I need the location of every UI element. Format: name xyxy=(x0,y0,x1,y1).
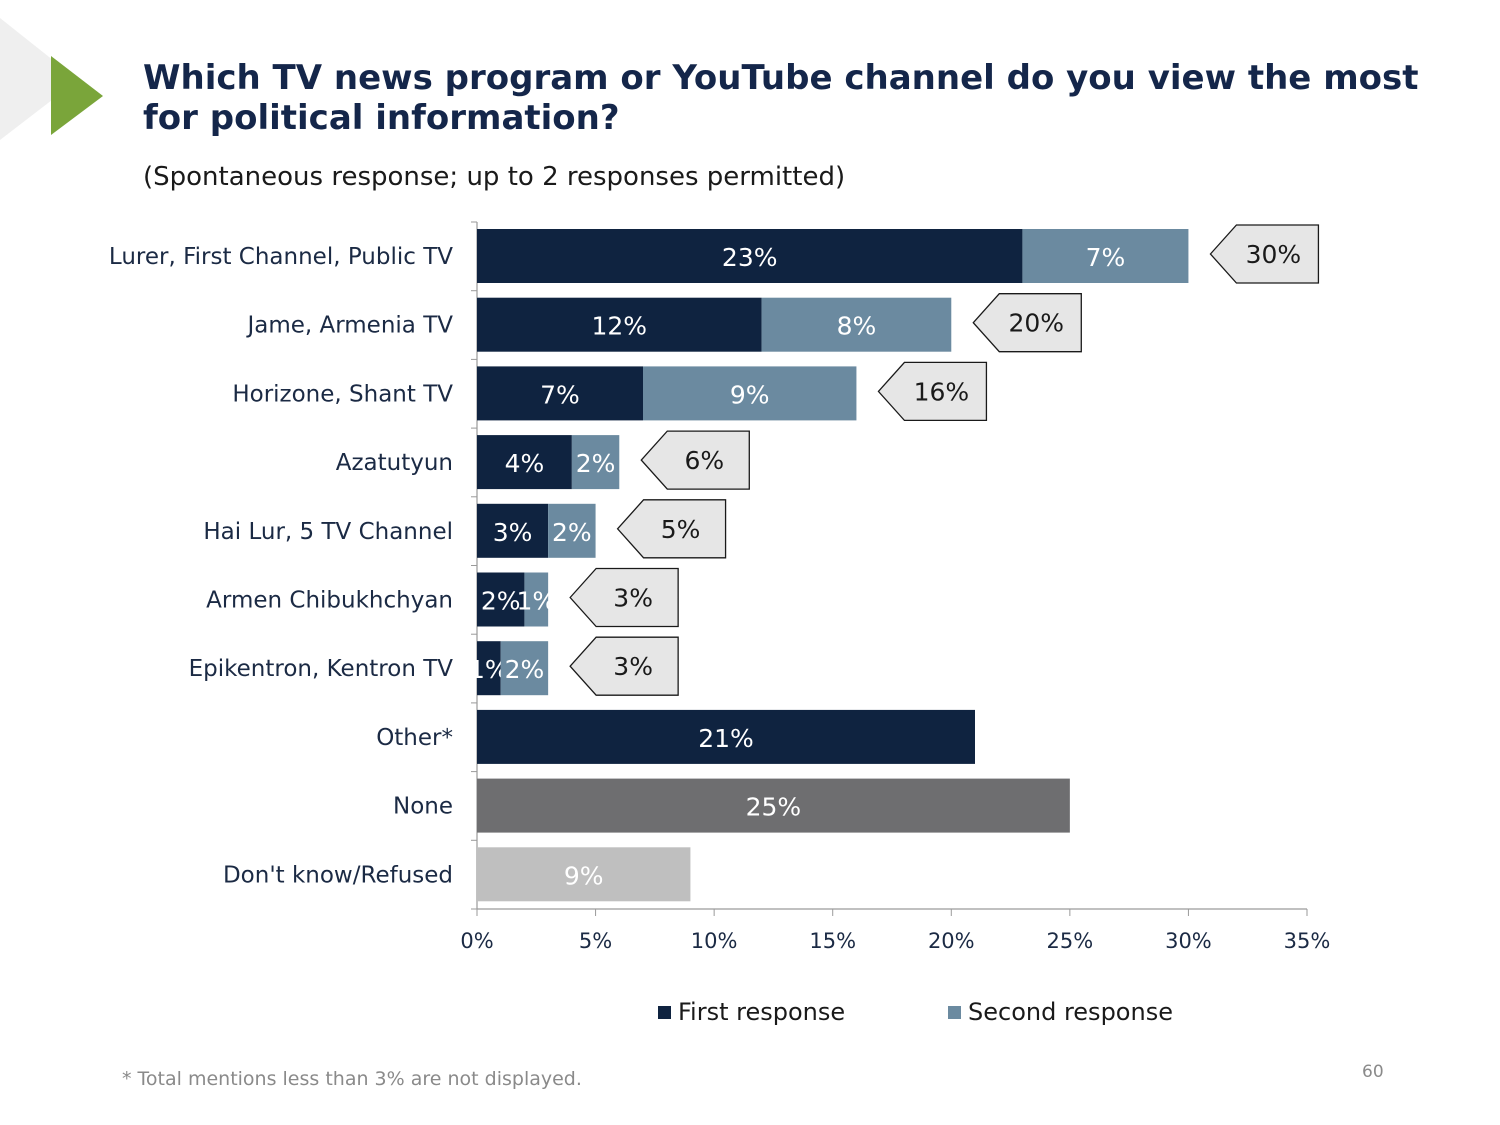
legend-swatch-first xyxy=(658,1005,671,1019)
accent-triangle-icon xyxy=(51,56,103,135)
x-tick-label: 0% xyxy=(460,929,493,953)
bar-value-label: 7% xyxy=(1086,243,1126,272)
x-tick-label: 25% xyxy=(1047,929,1094,953)
bar-value-label: 7% xyxy=(540,380,580,409)
bar-value-label: 9% xyxy=(564,861,604,890)
category-label: Don't know/Refused xyxy=(223,862,453,888)
total-callout-label: 6% xyxy=(684,446,724,475)
x-tick-label: 10% xyxy=(691,929,738,953)
x-tick-label: 35% xyxy=(1284,929,1331,953)
total-callout xyxy=(569,636,679,696)
bar-second-response xyxy=(571,435,620,490)
bar-value-label: 2% xyxy=(481,587,521,616)
bar-second-response xyxy=(761,297,952,352)
total-callout-label: 3% xyxy=(613,652,653,681)
footnote: * Total mentions less than 3% are not di… xyxy=(122,1068,582,1090)
legend-swatch-second xyxy=(948,1005,961,1019)
page-subtitle: (Spontaneous response; up to 2 responses… xyxy=(143,162,846,192)
total-callout xyxy=(1209,224,1320,284)
bar-value-label: 2% xyxy=(552,518,592,547)
total-callout-label: 16% xyxy=(914,377,970,406)
bar-second-response xyxy=(500,641,549,696)
bar-first-response xyxy=(477,778,1070,833)
bar-value-label: 2% xyxy=(505,655,545,684)
total-callout xyxy=(616,499,727,559)
bar-first-response xyxy=(477,709,975,764)
bar-first-response xyxy=(477,435,572,490)
bar-value-label: 2% xyxy=(576,449,616,478)
bar-first-response xyxy=(477,847,691,902)
bar-second-response xyxy=(524,572,549,627)
x-tick-label: 15% xyxy=(809,929,856,953)
legend-label-second: Second response xyxy=(968,998,1173,1026)
total-callout xyxy=(640,430,750,490)
bar-value-label: 8% xyxy=(837,312,877,341)
slide-decoration xyxy=(0,18,103,140)
bar-first-response xyxy=(477,572,525,627)
category-label: Other* xyxy=(376,725,453,751)
legend-item-second: Second response xyxy=(948,998,1173,1026)
category-label: Horizone, Shant TV xyxy=(232,381,453,407)
bar-second-response xyxy=(1022,229,1189,283)
bar-second-response xyxy=(548,503,596,558)
total-callout xyxy=(972,293,1082,353)
x-tick-label: 20% xyxy=(928,929,975,953)
bar-value-label: 12% xyxy=(591,312,647,341)
page-title: Which TV news program or YouTube channel… xyxy=(143,58,1419,138)
bar-first-response xyxy=(477,229,1023,283)
category-label: Armen Chibukhchyan xyxy=(206,588,453,614)
page-number: 60 xyxy=(1362,1062,1384,1082)
x-tick-label: 30% xyxy=(1165,929,1212,953)
bar-value-label: 23% xyxy=(722,243,778,272)
total-callout-label: 20% xyxy=(1008,309,1064,338)
total-callout-label: 30% xyxy=(1246,240,1302,269)
bar-first-response xyxy=(477,297,762,352)
bar-first-response xyxy=(477,503,549,558)
x-tick-label: 5% xyxy=(579,929,612,953)
legend-label-first: First response xyxy=(678,998,846,1026)
category-label: Azatutyun xyxy=(336,450,453,476)
bar-first-response xyxy=(477,366,643,421)
legend-item-first: First response xyxy=(658,998,845,1026)
category-label: Epikentron, Kentron TV xyxy=(189,656,454,682)
total-callout xyxy=(877,361,988,422)
bar-value-label: 25% xyxy=(746,793,802,822)
bar-first-response xyxy=(477,641,501,696)
bar-value-label: 3% xyxy=(493,518,533,547)
bar-value-label: 9% xyxy=(730,380,770,409)
bar-value-label: 4% xyxy=(505,449,545,478)
bar-second-response xyxy=(643,366,857,421)
category-label: Jame, Armenia TV xyxy=(245,313,453,339)
category-label: Lurer, First Channel, Public TV xyxy=(109,244,453,270)
category-label: Hai Lur, 5 TV Channel xyxy=(203,519,453,545)
total-callout-label: 3% xyxy=(613,584,653,613)
bar-value-label: 21% xyxy=(698,724,754,753)
total-callout xyxy=(569,567,679,628)
total-callout-label: 5% xyxy=(661,515,701,544)
category-label: None xyxy=(393,794,453,820)
bar-value-label: 1% xyxy=(516,587,556,616)
corner-shape xyxy=(0,18,78,140)
